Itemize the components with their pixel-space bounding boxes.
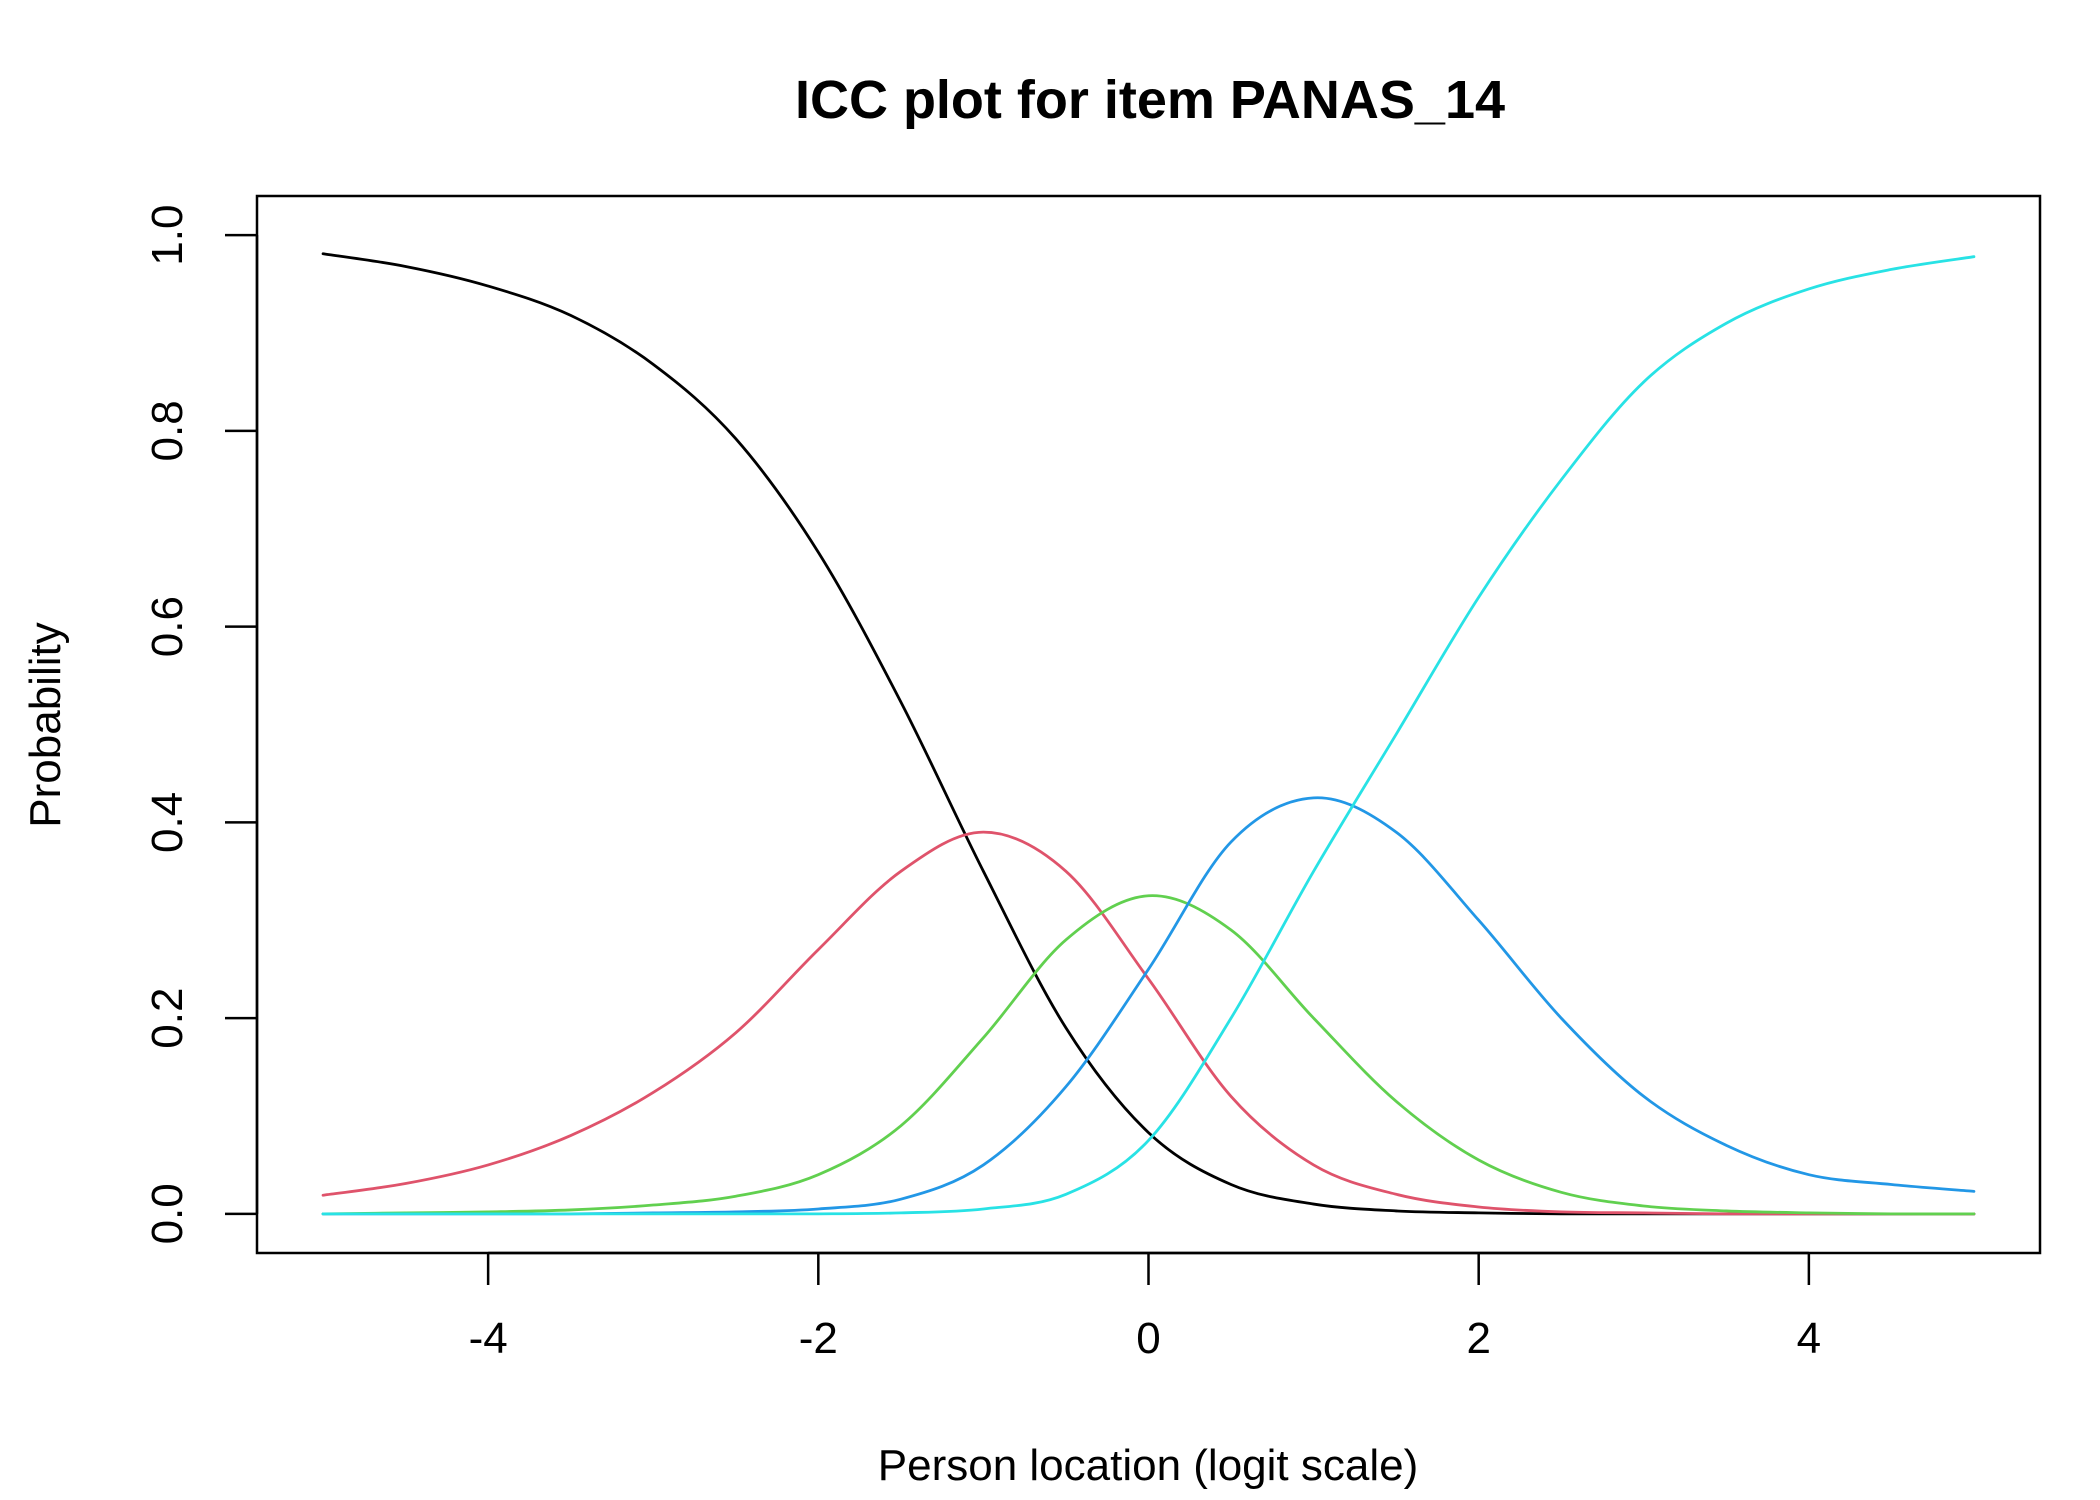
x-tick-label: -4	[469, 1314, 508, 1363]
series-group	[321, 252, 1976, 1216]
chart-title: ICC plot for item PANAS_14	[795, 70, 1505, 130]
y-tick-label: 0.8	[143, 400, 192, 461]
x-tick-label: 4	[1797, 1314, 1821, 1363]
y-tick-label: 0.2	[143, 988, 192, 1049]
series-line-2	[321, 830, 1976, 1216]
series-line-5	[321, 255, 1976, 1216]
x-tick-label: 0	[1136, 1314, 1160, 1363]
series-line-3	[321, 894, 1976, 1216]
y-tick-label: 0.4	[143, 792, 192, 853]
x-tick-label: -2	[799, 1314, 838, 1363]
y-tick-label: 1.0	[143, 205, 192, 266]
y-tick-label: 0.6	[143, 596, 192, 657]
x-tick-label: 2	[1466, 1314, 1490, 1363]
x-axis: -4 -2 0 2 4	[469, 1251, 1821, 1363]
y-tick-label: 0.0	[143, 1183, 192, 1244]
x-axis-label: Person location (logit scale)	[878, 1441, 1418, 1490]
y-axis-label: Probability	[21, 622, 70, 827]
y-axis: 0.0 0.2 0.4 0.6 0.8 1.0	[143, 205, 259, 1244]
